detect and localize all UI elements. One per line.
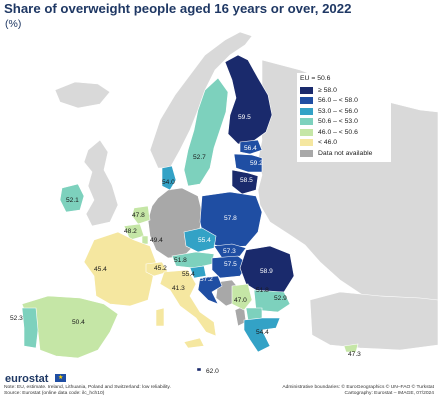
romania-value-label: 58.9 <box>260 268 273 275</box>
map-subtitle: (%) <box>5 18 22 30</box>
value-labels: 59.5 52.7 56.4 59.2 58.5 54.0 52.1 47.8 … <box>10 114 361 375</box>
serbia-value-label: 47.0 <box>234 297 247 304</box>
footer-notes: Note: EU, estimate. Ireland, Lithuania, … <box>4 385 171 397</box>
note-text: Note: EU, estimate. Ireland, Lithuania, … <box>4 385 171 390</box>
slovakia-shape <box>213 243 247 259</box>
legend-swatch <box>300 86 313 94</box>
cyprus-value-label: 47.3 <box>348 351 361 358</box>
norway-shape <box>149 31 253 169</box>
netherlands-value-label: 47.8 <box>132 212 145 219</box>
legend-swatch <box>300 149 313 157</box>
legend-swatch <box>300 118 313 126</box>
croatia-shape <box>197 275 223 305</box>
cartography-credit: Cartography: Eurostat – IMAGE, 07/2024 <box>344 391 434 396</box>
slovakia-value-label: 57.3 <box>223 248 236 255</box>
footer-credits: Administrative boundaries: © EuroGeograp… <box>282 385 434 397</box>
cyprus-shape <box>343 343 359 353</box>
italy-value-label: 41.3 <box>172 285 185 292</box>
legend-item: ≥ 58.0 <box>300 85 388 96</box>
denmark-value-label: 54.0 <box>162 179 175 186</box>
france-value-label: 45.4 <box>94 266 107 273</box>
legend-title: EU = 50.6 <box>300 75 331 82</box>
legend-label: 50.6 – < 53.0 <box>318 118 358 126</box>
legend-item: < 46.0 <box>300 138 388 149</box>
eu-countries <box>21 54 359 372</box>
greece-value-label: 54.4 <box>256 329 269 336</box>
luxembourg-shape <box>141 235 149 245</box>
hungary-shape <box>211 255 249 279</box>
slovenia-value-label: 55.4 <box>182 271 195 278</box>
sweden-shape <box>183 77 229 187</box>
turkey-shape <box>309 291 438 351</box>
bulgaria-value-label: 51.8 <box>256 287 269 294</box>
czechia-value-label: 55.4 <box>198 237 211 244</box>
map-title: Share of overweight people aged 16 years… <box>4 1 352 16</box>
spain-value-label: 50.4 <box>72 319 85 326</box>
lithuania-shape <box>231 169 259 195</box>
switzerland-shape <box>145 261 169 277</box>
greece-shape <box>243 317 281 353</box>
finland-shape <box>224 54 273 145</box>
netherlands-shape <box>131 205 151 225</box>
legend-swatch <box>300 139 313 147</box>
ireland-value-label: 52.1 <box>66 197 79 204</box>
boundaries-credit: Administrative boundaries: © EuroGeograp… <box>282 385 434 390</box>
croatia-value-label: 57.2 <box>200 276 213 283</box>
portugal-shape <box>21 307 39 349</box>
legend-label: 56.0 – < 58.0 <box>318 97 358 105</box>
eu-flag-icon: ★ <box>55 374 66 382</box>
legend-label: < 46.0 <box>318 139 338 147</box>
lithuania-value-label: 58.5 <box>240 177 253 184</box>
sardinia-shape <box>155 307 165 327</box>
france-shape <box>83 231 157 307</box>
legend-item: 46.0 – < 50.6 <box>300 127 388 138</box>
luxembourg-value-label: 49.4 <box>150 237 163 244</box>
united-kingdom-shape <box>83 139 119 227</box>
czechia-shape <box>183 227 217 253</box>
legend-item: 53.0 – < 56.0 <box>300 106 388 117</box>
legend: EU = 50.6 ≥ 58.0 56.0 – < 58.0 53.0 – < … <box>297 73 391 162</box>
estonia-shape <box>239 139 263 155</box>
legend-label: Data not available <box>318 149 373 157</box>
austria-value-label: 51.8 <box>174 257 187 264</box>
belgium-value-label: 48.2 <box>124 228 137 235</box>
poland-value-label: 57.8 <box>224 215 237 222</box>
legend-swatch <box>300 97 313 105</box>
legend-label: ≥ 58.0 <box>318 86 337 94</box>
switzerland-value-label: 45.2 <box>154 265 167 272</box>
ireland-shape <box>59 183 85 213</box>
portugal-value-label: 52.3 <box>10 315 23 322</box>
bulgaria-shape <box>253 289 291 313</box>
legend-item: 56.0 – < 58.0 <box>300 96 388 107</box>
legend-label: 53.0 – < 56.0 <box>318 107 358 115</box>
serbia-shape <box>231 283 253 311</box>
source-text: Source: Eurostat (online data code: ilc_… <box>4 391 105 396</box>
italy-shape <box>159 269 217 337</box>
latvia-shape <box>233 153 263 173</box>
legend-item: Data not available <box>300 148 388 159</box>
legend-label: 46.0 – < 50.6 <box>318 128 358 136</box>
legend-swatch <box>300 107 313 115</box>
legend-swatch <box>300 128 313 136</box>
finland-value-label: 59.5 <box>238 114 251 121</box>
latvia-value-label: 59.2 <box>250 160 263 167</box>
slovenia-shape <box>189 265 207 279</box>
estonia-value-label: 56.4 <box>244 145 257 152</box>
sicily-shape <box>183 337 205 349</box>
north-macedonia-value-label: 52.9 <box>274 295 287 302</box>
sweden-value-label: 52.7 <box>193 154 206 161</box>
hungary-value-label: 57.5 <box>224 261 237 268</box>
malta-shape <box>196 367 202 372</box>
eurostat-logo: eurostat <box>5 373 49 385</box>
iceland-shape <box>54 81 111 109</box>
malta-value-label: 62.0 <box>206 368 219 375</box>
denmark-shape <box>161 165 177 191</box>
legend-item: 50.6 – < 53.0 <box>300 117 388 128</box>
